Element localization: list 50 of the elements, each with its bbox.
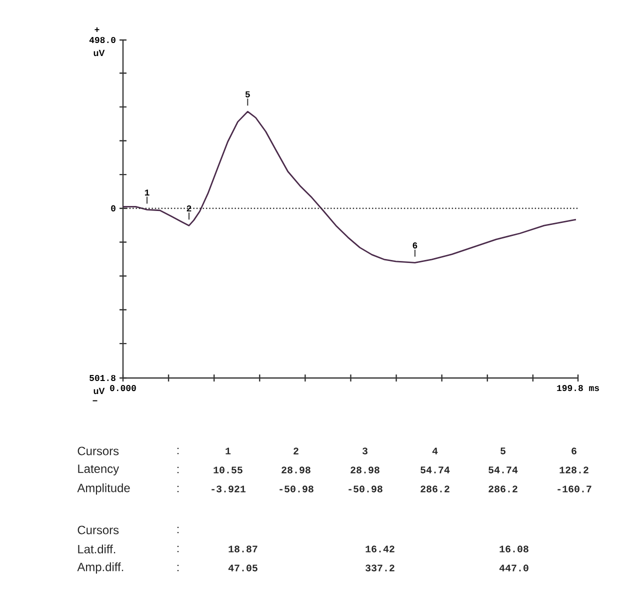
text: 28.98 — [282, 466, 310, 474]
text: Amplitude — [77, 483, 130, 495]
text: 3 — [362, 448, 368, 454]
text: 4 — [432, 448, 438, 454]
text: : — [177, 448, 179, 454]
line-series — [122, 110, 577, 264]
text: 54.74 — [488, 466, 518, 474]
text: 16.08 — [500, 546, 528, 552]
text: 28.98 — [350, 466, 380, 474]
text: -50.98 — [280, 486, 314, 492]
annotation: 2 — [186, 205, 192, 212]
text: -3.921 — [212, 486, 246, 492]
text: 286.2 — [488, 486, 518, 492]
text: 337.2 — [366, 564, 394, 572]
text: 6 — [572, 448, 576, 454]
text: Lat.diff. — [78, 544, 116, 554]
text: 5 — [500, 448, 506, 454]
text: : — [177, 546, 179, 552]
text: 2 — [294, 448, 298, 454]
x-tick-label: 199.8 ms — [557, 385, 599, 392]
text: 447.0 — [499, 564, 528, 572]
text: Cursors — [78, 446, 119, 456]
y-tick-label: 501.8 — [90, 374, 116, 382]
annotation: 6 — [412, 242, 418, 248]
text: : — [177, 526, 179, 534]
y-tick-label: 498.0 — [89, 36, 116, 44]
text: − — [92, 400, 98, 402]
text: uV — [94, 50, 105, 56]
text: : — [177, 564, 179, 572]
text: Cursors — [78, 526, 119, 534]
text: 128.2 — [560, 466, 588, 474]
text: 54.74 — [420, 466, 450, 474]
text: -160.7 — [558, 486, 592, 492]
text: : — [177, 486, 179, 492]
annotation: 1 — [144, 190, 150, 196]
text: 18.87 — [228, 546, 258, 552]
x-tick-label: 0.000 — [110, 385, 136, 392]
y-tick-label: 0 — [111, 205, 116, 212]
text: : — [177, 466, 179, 474]
text: 10.55 — [214, 466, 242, 474]
text: uV — [94, 388, 105, 394]
text: 16.42 — [366, 546, 394, 552]
text: 47.05 — [228, 564, 258, 572]
text: 1 — [226, 448, 231, 454]
text: 286.2 — [420, 486, 450, 492]
text: Amp.diff. — [77, 562, 124, 574]
text: Latency — [78, 464, 120, 476]
text: + — [94, 27, 100, 32]
text: -50.98 — [348, 486, 382, 492]
annotation: 5 — [245, 91, 250, 98]
